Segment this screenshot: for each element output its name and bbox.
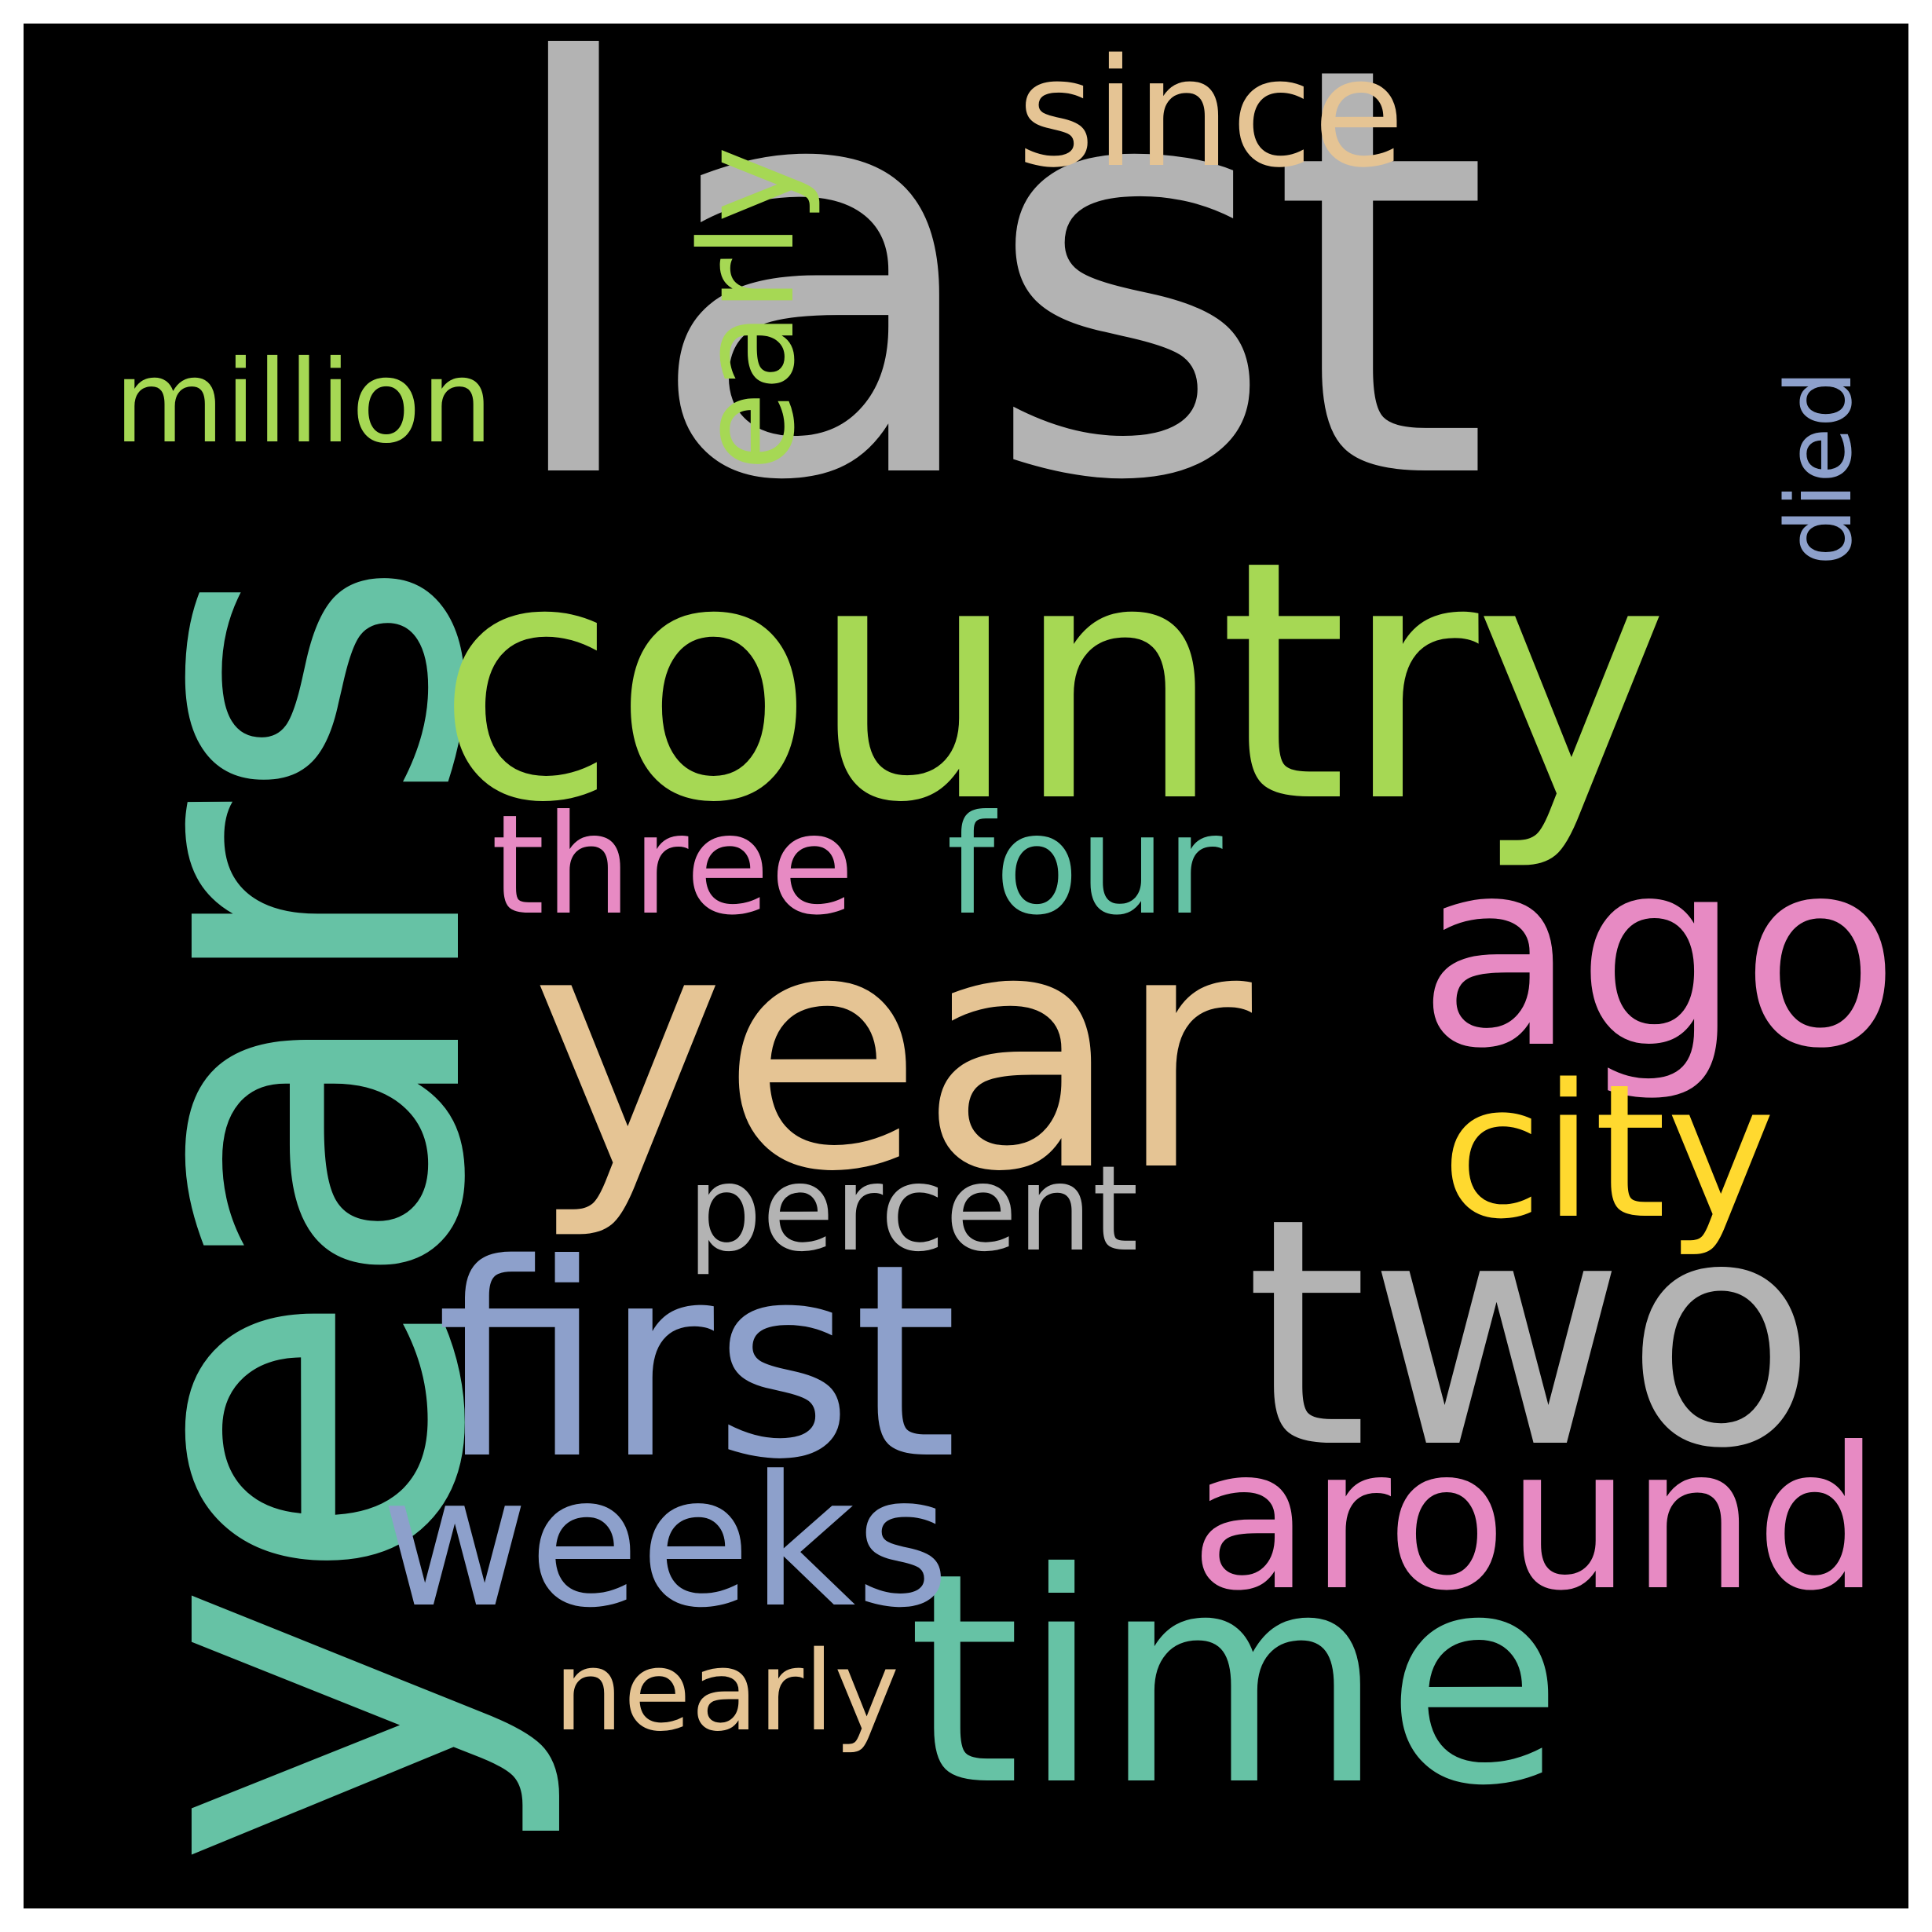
word-first: first xyxy=(436,1207,958,1518)
word-nearly: nearly xyxy=(554,1628,899,1756)
word-cloud-canvas: last years country year two first time a… xyxy=(24,24,1908,1908)
word-early: early xyxy=(672,146,823,471)
word-last: last xyxy=(495,24,1491,604)
word-weeks: weeks xyxy=(381,1438,950,1648)
word-million: million xyxy=(114,336,494,469)
word-year: year xyxy=(530,860,1252,1244)
word-three: three xyxy=(491,786,854,946)
word-four: four xyxy=(946,786,1223,946)
word-ago: ago xyxy=(1418,803,1900,1105)
word-two: two xyxy=(1245,1152,1817,1517)
word-around: around xyxy=(1190,1405,1881,1634)
word-percent: percent xyxy=(687,1141,1139,1278)
word-country: country xyxy=(436,491,1669,875)
word-time: time xyxy=(907,1512,1564,1850)
word-since: since xyxy=(1017,27,1405,200)
word-died: died xyxy=(1767,370,1872,565)
word-city: city xyxy=(1441,1045,1776,1260)
